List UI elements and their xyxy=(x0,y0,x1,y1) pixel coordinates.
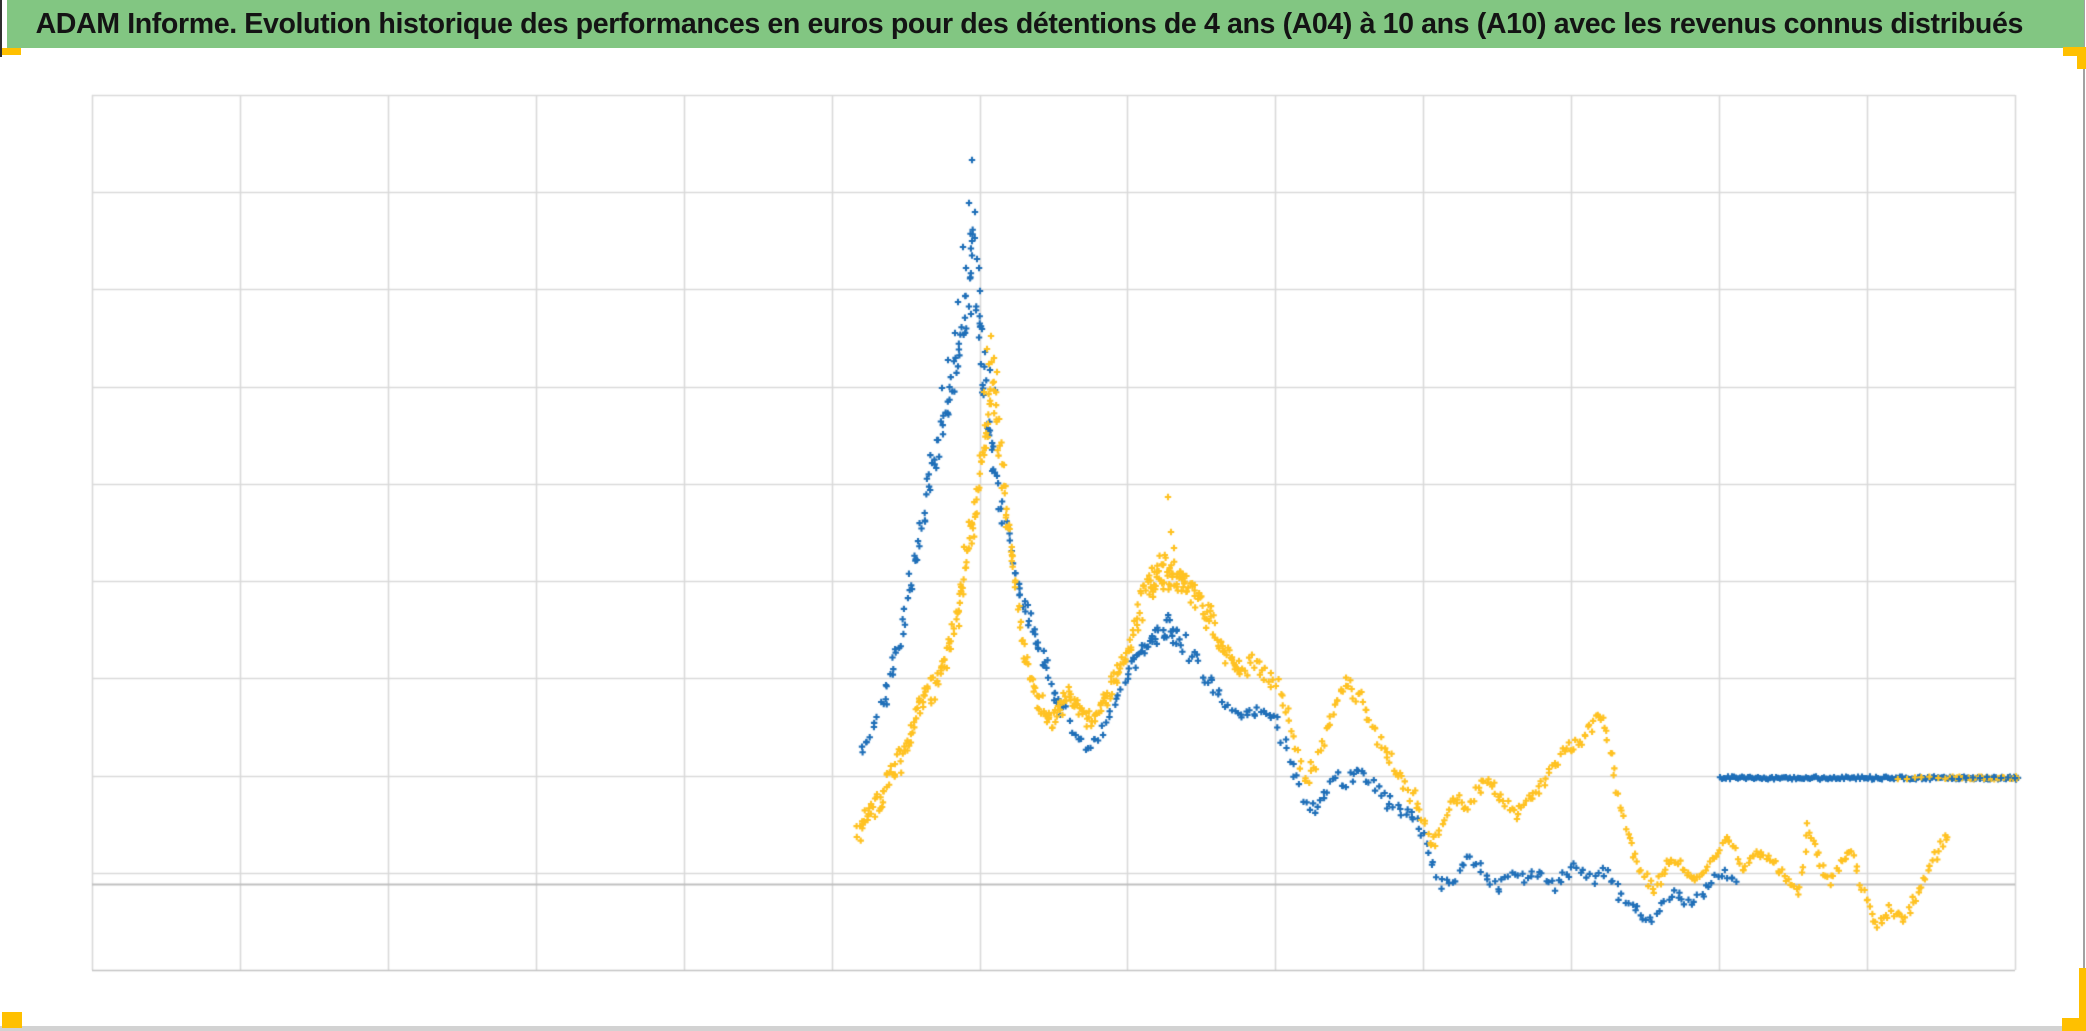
chart-title-bar: ADAM Informe. Evolution historique des p… xyxy=(7,0,2084,48)
selection-handle-top-left[interactable] xyxy=(2,48,21,55)
window-right-edge xyxy=(2083,0,2085,1026)
window-left-edge xyxy=(0,0,2,57)
window-bottom-strip xyxy=(0,1026,2086,1031)
chart-title: ADAM Informe. Evolution historique des p… xyxy=(35,7,2024,40)
selection-handle-top-right-h[interactable] xyxy=(2063,47,2086,56)
selection-handle-top-right-v[interactable] xyxy=(2077,47,2086,69)
selection-handle-bottom-right[interactable] xyxy=(2062,1018,2086,1031)
selection-handle-bottom-left[interactable] xyxy=(2,1012,22,1028)
selection-border-bottom-right-v[interactable] xyxy=(2079,968,2086,1031)
